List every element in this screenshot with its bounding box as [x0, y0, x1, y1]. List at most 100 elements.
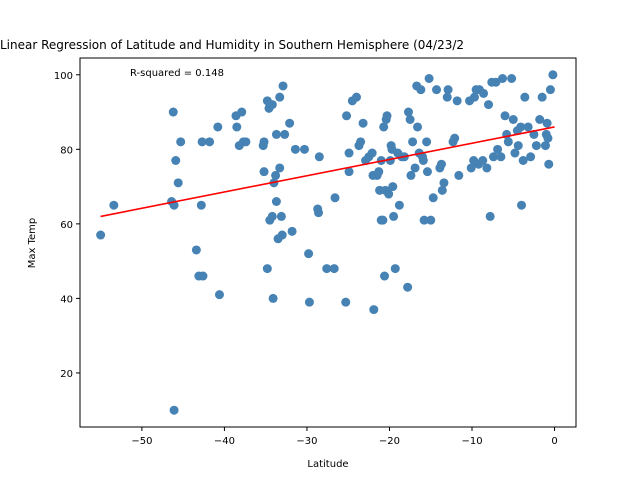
- data-point: [469, 92, 479, 102]
- data-point: [454, 170, 464, 180]
- data-point: [322, 264, 332, 274]
- data-point: [436, 159, 446, 169]
- data-point: [271, 170, 281, 180]
- data-point: [384, 189, 394, 199]
- x-tick-label: −50: [131, 436, 152, 447]
- y-tick-label: 20: [60, 369, 73, 380]
- data-point: [416, 85, 426, 95]
- data-point: [329, 264, 339, 274]
- data-point: [545, 85, 555, 95]
- data-point: [267, 211, 277, 221]
- regression-line: [100, 126, 555, 218]
- data-point: [259, 167, 269, 177]
- data-point: [271, 197, 281, 206]
- data-point: [271, 129, 281, 139]
- data-point: [419, 215, 429, 225]
- data-point: [169, 405, 179, 415]
- data-point: [488, 152, 498, 162]
- data-point: [278, 81, 288, 91]
- data-point: [479, 88, 489, 98]
- data-point: [508, 115, 518, 124]
- data-point: [369, 305, 379, 315]
- y-tick-label: 40: [60, 294, 73, 305]
- data-point: [277, 230, 287, 240]
- data-point: [428, 193, 438, 203]
- x-tick-label: 0: [551, 436, 557, 447]
- data-point: [380, 271, 390, 281]
- data-point: [374, 167, 384, 177]
- data-point: [342, 111, 352, 121]
- y-tick-label: 80: [60, 145, 73, 156]
- data-point: [485, 211, 495, 221]
- data-point: [290, 144, 300, 154]
- y-tick-label: 60: [60, 220, 73, 231]
- data-point: [526, 152, 536, 162]
- data-point: [503, 137, 513, 147]
- data-point: [379, 122, 389, 132]
- data-point: [520, 92, 530, 102]
- data-point: [424, 74, 434, 83]
- data-point: [548, 70, 558, 80]
- x-tick-label: −20: [379, 436, 400, 447]
- data-point: [378, 215, 388, 225]
- data-point: [314, 152, 324, 162]
- data-point: [267, 100, 277, 110]
- data-point: [535, 115, 545, 124]
- data-point: [543, 133, 553, 143]
- data-point: [544, 159, 554, 169]
- data-point: [388, 182, 398, 192]
- data-point: [389, 211, 399, 221]
- data-point: [443, 85, 453, 95]
- data-point: [232, 122, 242, 132]
- data-point: [491, 77, 501, 87]
- data-point: [422, 167, 432, 177]
- data-point: [517, 200, 527, 210]
- plot-area: −50 −40 −30 −20 −10 0 20 40 60 80 100: [54, 57, 577, 447]
- x-tick-label: −30: [296, 436, 317, 447]
- data-point: [330, 193, 340, 203]
- data-point: [171, 156, 181, 165]
- data-point: [276, 211, 286, 221]
- data-point: [394, 200, 404, 210]
- x-tick-label: −10: [461, 436, 482, 447]
- data-point: [196, 200, 206, 210]
- data-point: [523, 122, 533, 132]
- data-point: [241, 137, 251, 147]
- data-point: [507, 74, 517, 83]
- data-point: [496, 152, 506, 162]
- data-point: [367, 148, 377, 158]
- data-point: [466, 163, 476, 173]
- data-point: [287, 226, 297, 236]
- x-tick-label: −40: [214, 436, 235, 447]
- data-point: [214, 290, 224, 300]
- data-point: [408, 137, 418, 147]
- data-point: [510, 148, 520, 158]
- data-point: [351, 92, 361, 102]
- data-point: [500, 111, 510, 121]
- data-point: [168, 107, 178, 117]
- data-point: [437, 185, 447, 195]
- data-point: [280, 129, 290, 139]
- data-point: [450, 133, 460, 143]
- data-point: [382, 111, 392, 121]
- data-point: [356, 137, 366, 147]
- data-point: [452, 96, 462, 106]
- data-point: [516, 122, 526, 132]
- data-point: [403, 282, 413, 292]
- data-point: [285, 118, 295, 128]
- data-point: [442, 92, 452, 102]
- data-point: [262, 264, 272, 274]
- axes-frame: [79, 57, 577, 428]
- data-point: [390, 264, 400, 274]
- data-point: [96, 230, 106, 240]
- data-point: [304, 249, 314, 259]
- x-axis-label: Latitude: [307, 459, 348, 470]
- data-point: [513, 141, 523, 151]
- data-point: [537, 92, 547, 102]
- data-point: [341, 297, 351, 307]
- data-point: [432, 85, 442, 95]
- data-point: [173, 178, 183, 188]
- data-point: [406, 170, 416, 180]
- data-point: [531, 141, 541, 151]
